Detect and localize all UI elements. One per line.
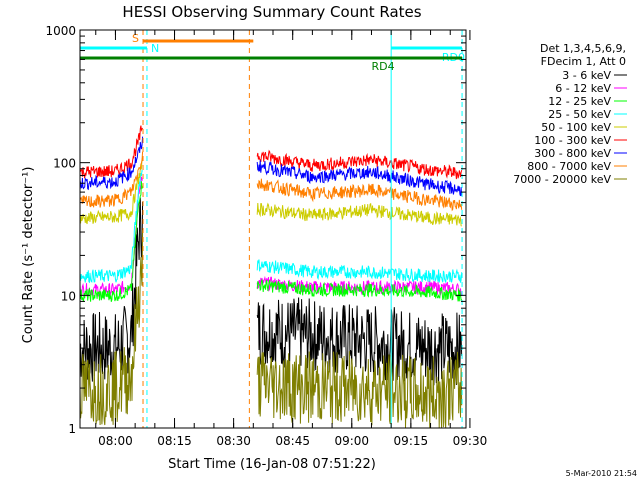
legend-entry-label-1: 6 - 12 keV (555, 82, 611, 95)
series-line-5 (80, 125, 463, 180)
legend-entry-label-7: 800 - 7000 keV (527, 160, 611, 173)
y-axis-label: Count Rate (s⁻¹ detector⁻¹) (21, 167, 36, 344)
legend-header-line-1: Det 1,3,4,5,6,9, (540, 42, 626, 55)
series-line-7 (80, 151, 463, 212)
x-tick-label-2: 08:30 (216, 434, 251, 448)
flag-label-1: N (151, 42, 159, 55)
flag-label-3: RD4 (371, 60, 394, 73)
x-tick-label-5: 09:15 (394, 434, 429, 448)
series-line-0 (80, 197, 463, 386)
x-axis-label: Start Time (16-Jan-08 07:51:22) (168, 457, 376, 472)
footer-timestamp: 5-Mar-2010 21:54 (566, 469, 637, 478)
x-tick-label-4: 09:00 (334, 434, 369, 448)
legend-entry-label-4: 50 - 100 keV (541, 121, 611, 134)
x-tick-label-3: 08:45 (275, 434, 310, 448)
legend-entry-label-6: 300 - 800 keV (534, 147, 611, 160)
series-line-8 (80, 230, 463, 428)
x-tick-label-0: 08:00 (98, 434, 133, 448)
chart-title: HESSI Observing Summary Count Rates (122, 3, 421, 21)
legend-entry-label-2: 12 - 25 keV (548, 95, 611, 108)
flag-label-0: S (132, 32, 139, 45)
series-line-3 (80, 169, 463, 284)
legend-entry-label-0: 3 - 6 keV (562, 69, 611, 82)
y-tick-label-1: 10 (61, 289, 76, 303)
series-line-4 (80, 157, 462, 227)
legend-entry-label-8: 7000 - 20000 keV (513, 173, 611, 186)
legend-entry-label-3: 25 - 50 keV (548, 108, 611, 121)
y-tick-label-0: 1 (68, 422, 76, 436)
legend-entry-label-5: 100 - 300 keV (534, 134, 611, 147)
x-tick-label-1: 08:15 (157, 434, 192, 448)
series-line-2 (80, 181, 463, 302)
y-tick-label-2: 100 (53, 157, 76, 171)
y-tick-label-3: 1000 (45, 24, 76, 38)
series-line-6 (80, 136, 463, 197)
series-group (80, 125, 463, 428)
legend-header-line-2: FDecim 1, Att 0 (541, 55, 626, 68)
x-tick-label-6: 09:30 (453, 434, 488, 448)
